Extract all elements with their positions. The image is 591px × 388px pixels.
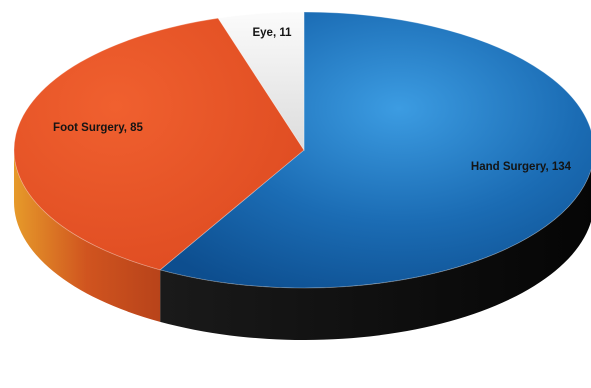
pie-side-foot-surgery: [14, 150, 161, 322]
data-label-foot-surgery: Foot Surgery, 85: [53, 122, 143, 134]
pie-labels: Hand Surgery, 134 Foot Surgery, 85 Eye, 11: [53, 27, 572, 173]
pie-slice-hand-surgery: [159, 11, 591, 289]
pie-side-hand-surgery: [160, 169, 591, 340]
pie-tops: [13, 11, 591, 289]
pie-slice-foot-surgery: [13, 17, 305, 271]
data-label-hand-surgery: Hand Surgery, 134: [471, 161, 572, 173]
pie-sides: [14, 150, 591, 340]
data-label-eye: Eye, 11: [252, 27, 292, 39]
pie-slice-eye: [217, 11, 305, 152]
